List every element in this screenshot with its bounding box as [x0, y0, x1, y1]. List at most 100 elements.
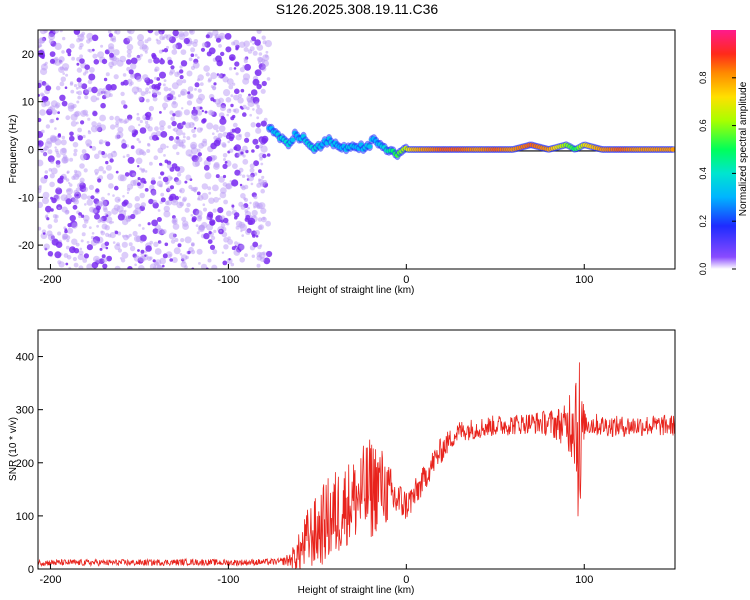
noise-blob [244, 131, 251, 138]
noise-blob [123, 234, 129, 241]
noise-blob [119, 257, 123, 260]
noise-blob [96, 200, 103, 208]
noise-blob [47, 224, 53, 229]
noise-blob [186, 136, 191, 141]
noise-blob [47, 149, 53, 155]
noise-blob [92, 110, 98, 117]
noise-blob [136, 76, 142, 82]
noise-blob [117, 213, 125, 221]
y-tick-label: 0 [28, 564, 34, 576]
noise-blob [117, 198, 121, 202]
noise-blob [263, 257, 271, 265]
noise-blob [99, 141, 102, 145]
noise-blob [50, 208, 54, 212]
noise-blob [232, 163, 238, 170]
noise-blob [105, 141, 111, 147]
noise-blob [172, 96, 177, 100]
noise-blob [66, 170, 70, 174]
noise-blob [122, 155, 126, 159]
noise-blob [79, 33, 84, 38]
noise-blob [235, 134, 242, 141]
noise-blob [103, 90, 111, 98]
noise-blob [38, 201, 44, 209]
noise-blob [54, 148, 59, 153]
noise-blob [226, 222, 230, 226]
noise-scatter [38, 30, 273, 269]
noise-blob [160, 143, 167, 150]
noise-blob [190, 47, 196, 53]
noise-blob [100, 230, 106, 236]
x-tick-label: -100 [217, 274, 239, 286]
noise-blob [117, 126, 124, 133]
noise-blob [100, 44, 104, 48]
noise-blob [222, 260, 228, 266]
noise-blob [190, 187, 195, 192]
noise-blob [67, 227, 74, 234]
noise-blob [152, 96, 158, 102]
noise-blob [249, 39, 253, 43]
noise-blob [260, 182, 265, 187]
noise-blob [208, 231, 212, 235]
noise-blob [172, 43, 178, 50]
noise-blob [212, 155, 218, 161]
colorbar-tick-label: 0.8 [698, 72, 708, 85]
noise-blob [103, 77, 108, 82]
noise-blob [104, 241, 110, 247]
noise-blob [149, 161, 153, 166]
noise-blob [207, 239, 213, 245]
noise-blob [182, 135, 186, 139]
noise-blob [237, 152, 242, 157]
noise-blob [215, 37, 222, 43]
noise-blob [44, 170, 48, 174]
noise-blob [133, 235, 141, 243]
x-tick-label: -200 [39, 574, 61, 586]
noise-blob [207, 258, 212, 263]
noise-blob [228, 84, 234, 90]
noise-blob [166, 45, 169, 49]
noise-blob [254, 229, 260, 236]
noise-blob [190, 141, 198, 149]
noise-blob [38, 186, 42, 191]
noise-blob [253, 195, 258, 200]
noise-blob [202, 138, 208, 144]
noise-blob [213, 161, 220, 168]
noise-blob [185, 255, 189, 260]
noise-blob [197, 88, 202, 93]
noise-blob [108, 61, 115, 68]
noise-blob [90, 195, 95, 200]
noise-blob [81, 83, 88, 90]
noise-blob [174, 238, 179, 242]
noise-blob [82, 223, 87, 229]
noise-blob [111, 221, 115, 224]
noise-blob [64, 67, 69, 72]
noise-blob [121, 251, 129, 259]
noise-blob [54, 42, 62, 51]
noise-blob [210, 142, 217, 150]
noise-blob [147, 37, 152, 42]
noise-blob [63, 176, 68, 180]
noise-blob [255, 144, 260, 149]
noise-blob [49, 51, 56, 57]
noise-blob [93, 59, 100, 65]
noise-blob [68, 188, 72, 192]
noise-blob [266, 153, 271, 157]
noise-blob [73, 248, 80, 254]
noise-blob [170, 176, 173, 180]
noise-blob [167, 96, 171, 101]
colorbar-ticks: 0.0 0.2 0.4 0.6 0.8 [698, 72, 736, 275]
noise-blob [120, 91, 125, 97]
noise-blob [179, 65, 183, 69]
noise-blob [258, 224, 265, 230]
noise-blob [114, 185, 119, 191]
noise-blob [157, 91, 162, 96]
noise-blob [152, 199, 158, 204]
noise-blob [48, 33, 56, 41]
y-tick-label: 10 [22, 97, 34, 109]
noise-blob [147, 30, 154, 34]
noise-blob [247, 206, 250, 210]
y-tick-label: 20 [22, 49, 34, 61]
noise-blob [179, 201, 185, 207]
noise-blob [109, 158, 114, 163]
noise-blob [251, 254, 255, 258]
noise-blob [154, 248, 162, 255]
